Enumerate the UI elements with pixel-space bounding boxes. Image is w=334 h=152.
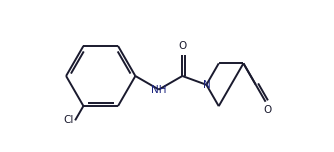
Text: O: O [263, 105, 271, 115]
Text: NH: NH [151, 85, 167, 95]
Text: O: O [178, 41, 186, 51]
Text: Cl: Cl [63, 115, 73, 125]
Text: N: N [202, 80, 210, 90]
